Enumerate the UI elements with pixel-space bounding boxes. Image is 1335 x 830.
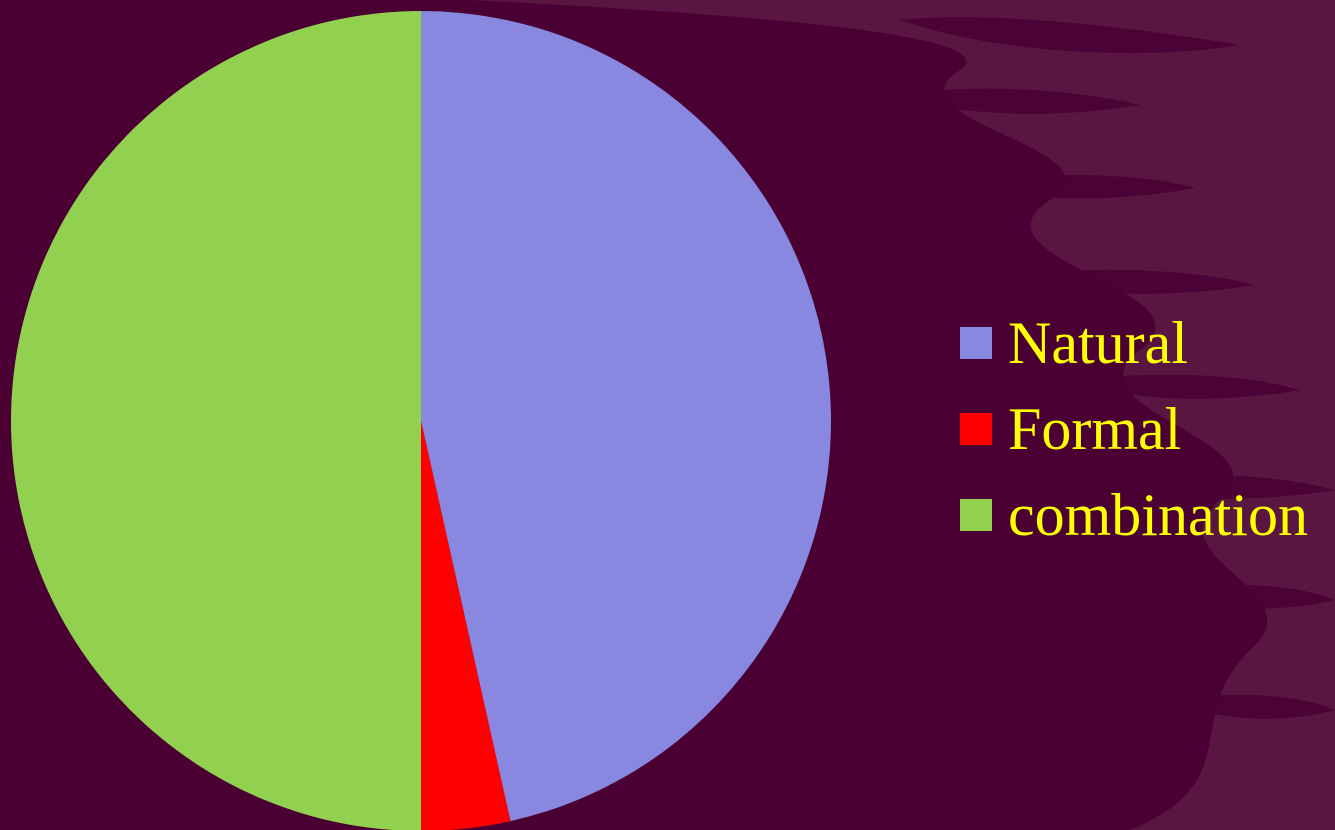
pie-chart xyxy=(11,10,832,830)
swirl-groove xyxy=(960,174,1195,199)
swirl-band xyxy=(470,0,1335,830)
legend-item-formal: Formal xyxy=(960,386,1330,472)
chart-legend: Natural Formal combination xyxy=(960,300,1330,558)
swirl-groove xyxy=(900,17,1240,53)
pie-slice-combination xyxy=(11,11,421,830)
swirl-groove xyxy=(1080,374,1300,399)
swirl-groove xyxy=(1010,269,1255,294)
legend-item-combination: combination xyxy=(960,472,1330,558)
legend-item-natural: Natural xyxy=(960,300,1330,386)
swirl-groove xyxy=(1150,584,1335,609)
legend-label-combination: combination xyxy=(1008,482,1308,548)
legend-swatch-natural xyxy=(960,327,992,359)
legend-label-natural: Natural xyxy=(1008,310,1188,376)
legend-swatch-combination xyxy=(960,499,992,531)
swirl-groove xyxy=(1110,474,1335,499)
legend-swatch-formal xyxy=(960,413,992,445)
swirl-groove xyxy=(890,88,1140,114)
legend-label-formal: Formal xyxy=(1008,396,1182,462)
pie-slice-natural xyxy=(421,10,832,822)
pie-slice-formal xyxy=(421,421,511,830)
background-swirl xyxy=(470,0,1335,830)
swirl-groove xyxy=(1170,694,1335,719)
